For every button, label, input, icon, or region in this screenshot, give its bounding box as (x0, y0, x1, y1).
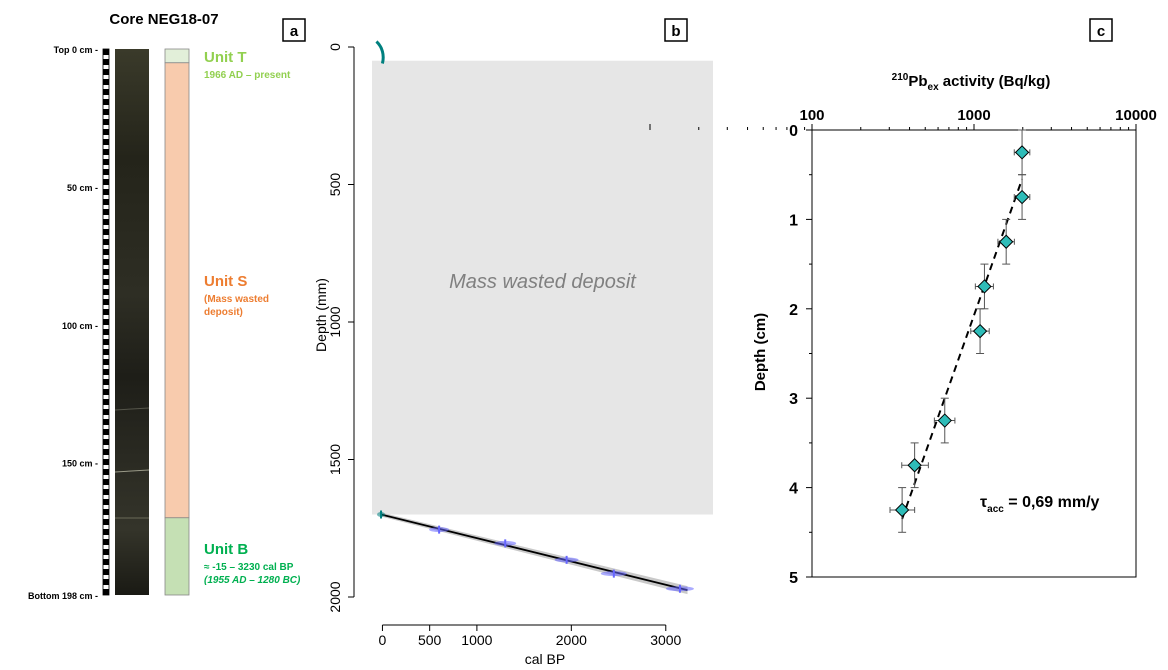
y-tick-label: 4 (789, 481, 798, 498)
age-model-line (380, 513, 688, 591)
x-tick-label: 10000 (1115, 107, 1157, 124)
x-tick-label: 1000 (461, 632, 492, 648)
panel-c-title-suffix: activity (Bq/kg) (939, 73, 1051, 90)
unit-name: Unit S (204, 273, 247, 290)
unit-name: Unit B (204, 541, 248, 558)
panel-c-title-main: Pb (908, 73, 927, 90)
data-point (972, 323, 988, 339)
panel-c-title: 210Pbex activity (Bq/kg) (892, 72, 1051, 93)
unit-block (164, 48, 190, 64)
tau-sub: acc (987, 504, 1004, 515)
panel-b: b Mass wasted deposit 0 500 1000 1500 2000 0 5… (313, 18, 713, 667)
tau-symbol: τ (980, 494, 987, 511)
y-tick-label: 0 (789, 123, 798, 140)
panel-c-title-sub: ex (928, 82, 940, 93)
panel-a: Core NEG18-07 a Top 0 cm - 50 cm - 100 cm … (28, 11, 306, 601)
data-point (1014, 145, 1030, 160)
unit-description: ≈ -15 – 3230 cal BP (204, 562, 294, 573)
panel-a-letter-box (282, 18, 306, 42)
depth-label: 50 cm - (67, 183, 98, 193)
panel-c-axes: 100 1000 10000 0 1 2 3 4 5 (649, 107, 1157, 587)
top-date-marker (375, 40, 385, 64)
core-layer (114, 469, 150, 473)
core-photo (115, 49, 149, 595)
panel-b-ylabel: Depth (mm) (313, 278, 329, 352)
unit-block (164, 62, 190, 519)
unit-description: deposit) (204, 307, 243, 318)
y-tick-label: 500 (327, 173, 343, 197)
x-tick-label: 3000 (650, 632, 681, 648)
panel-b-letter: b (671, 23, 680, 40)
unit-description: 1966 AD – present (204, 70, 291, 81)
depth-label: 100 cm - (62, 321, 98, 331)
x-tick-label: 100 (799, 107, 824, 124)
depth-label: 150 cm - (62, 459, 98, 469)
panel-c-letter-box (1089, 18, 1113, 42)
age-model-uncertainty (381, 512, 688, 595)
unit-block (164, 517, 190, 596)
y-tick-label: 0 (327, 43, 343, 51)
panel-a-letter: a (290, 23, 299, 40)
x-tick-label: 0 (379, 632, 387, 648)
x-tick-label: 1000 (957, 107, 990, 124)
y-tick-label: 2 (789, 302, 798, 319)
data-point (977, 279, 992, 294)
unit-description: (1955 AD – 1280 BC) (204, 575, 301, 586)
tau-annotation: τacc = 0,69 mm/y (980, 494, 1100, 515)
unit-column (164, 48, 190, 596)
panel-b-plot (375, 40, 694, 595)
y-tick-label: 2000 (327, 581, 343, 612)
depth-label: Bottom 198 cm - (28, 591, 98, 601)
unit-name: Unit T (204, 49, 247, 66)
depth-labels: Top 0 cm - 50 cm - 100 cm - 150 cm - Bottom … (28, 45, 98, 601)
y-tick-label: 3 (789, 391, 798, 408)
panel-b-axes: 0 500 1000 1500 2000 0 500 1000 2000 3000 (327, 43, 682, 648)
fit-line (901, 178, 1024, 520)
data-point (998, 234, 1014, 249)
panel-c-letter: c (1097, 23, 1105, 40)
x-tick-label: 2000 (556, 632, 587, 648)
depth-label: Top 0 cm - (54, 45, 98, 55)
mass-wasted-shade (372, 60, 713, 515)
panel-c-plot (889, 129, 1031, 533)
y-tick-label: 1 (789, 212, 798, 229)
data-point (937, 413, 952, 428)
panel-c: c 210Pbex activity (Bq/kg) 100 1000 10000 0… (649, 18, 1157, 587)
y-tick-label: 5 (789, 570, 798, 587)
x-tick-label: 500 (418, 632, 442, 648)
unit-labels: Unit T 1966 AD – present Unit S (Mass waste… (204, 49, 301, 586)
data-point (1014, 189, 1030, 205)
mass-wasted-label: Mass wasted deposit (449, 271, 637, 293)
panel-b-letter-box (664, 18, 688, 42)
tau-value: = 0,69 mm/y (1004, 494, 1100, 511)
unit-description: (Mass wasted (204, 294, 269, 305)
data-point (894, 502, 910, 518)
panel-b-xlabel: cal BP (525, 651, 565, 667)
data-point (907, 458, 922, 473)
core-layer (114, 407, 150, 411)
y-tick-label: 1500 (327, 444, 343, 475)
panel-c-title-prefix: 210 (892, 72, 909, 83)
y-tick-label: 1000 (327, 306, 343, 337)
panel-c-ylabel: Depth (cm) (752, 313, 769, 391)
core-title: Core NEG18-07 (109, 11, 218, 28)
